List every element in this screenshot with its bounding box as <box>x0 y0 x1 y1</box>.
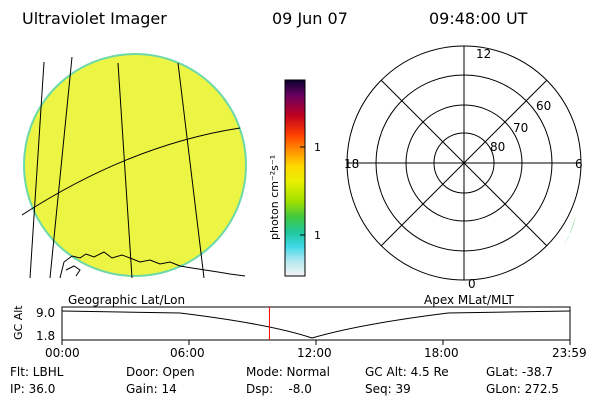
status-door: Door: Open <box>126 365 195 379</box>
polar-plot: 12 18 6 0 60 70 80 <box>344 45 583 291</box>
lat-label-80: 80 <box>490 140 505 154</box>
status-filter: Flt: LBHL <box>10 365 64 379</box>
coastline <box>65 265 81 277</box>
apex-label: Apex MLat/MLT <box>424 293 514 307</box>
y-tick-bottom: 1.8 <box>36 329 55 343</box>
geographic-image <box>22 53 247 279</box>
mlt-label-12: 12 <box>476 47 491 61</box>
geographic-label: Geographic Lat/Lon <box>68 293 186 307</box>
meridian-line <box>117 62 133 279</box>
meridian-line <box>29 61 45 279</box>
x-tick-label: 23:59 <box>552 346 587 360</box>
x-tick-label: 06:00 <box>170 346 205 360</box>
x-tick-label: 18:00 <box>424 346 459 360</box>
lat-label-60: 60 <box>536 99 551 113</box>
mlt-label-0: 0 <box>468 277 476 291</box>
altitude-curve <box>61 310 571 339</box>
instrument-title: Ultraviolet Imager <box>22 9 167 28</box>
earth-disk <box>23 53 247 277</box>
x-tick-label: 00:00 <box>45 346 80 360</box>
time-label: 09:48:00 UT <box>429 9 528 28</box>
meridian-line <box>49 56 73 279</box>
status-mode: Mode: Normal <box>246 365 330 379</box>
status-gain: Gain: 14 <box>126 382 177 396</box>
lat-label-70: 70 <box>513 121 528 135</box>
status-glon: GLon: 272.5 <box>486 382 559 396</box>
colorbar-gradient <box>284 79 306 277</box>
mlt-line <box>380 79 548 247</box>
parallel-line <box>22 127 241 216</box>
status-dsp: Dsp: -8.0 <box>246 382 312 396</box>
meridian-line <box>177 62 205 279</box>
colorbar-tick-100: 100 <box>314 141 320 154</box>
colorbar: 100 10 photon cm⁻²s⁻¹ <box>268 79 320 277</box>
mlt-label-18: 18 <box>344 157 359 171</box>
y-tick-top: 9.0 <box>36 306 55 320</box>
status-glat: GLat: -38.7 <box>486 365 553 379</box>
status-ip: IP: 36.0 <box>10 382 56 396</box>
status-gc-alt: GC Alt: 4.5 Re <box>365 365 449 379</box>
colorbar-unit-label: photon cm⁻²s⁻¹ <box>268 155 281 240</box>
altitude-plot: GC Alt 9.0 1.8 <box>12 305 571 345</box>
y-axis-label: GC Alt <box>12 305 25 340</box>
mlt-label-6: 6 <box>575 157 583 171</box>
date-label: 09 Jun 07 <box>272 9 348 28</box>
aurora-edge <box>563 216 576 246</box>
x-tick-label: 12:00 <box>297 346 332 360</box>
colorbar-tick-10: 10 <box>314 229 320 242</box>
status-seq: Seq: 39 <box>365 382 411 396</box>
coastline <box>59 251 246 279</box>
